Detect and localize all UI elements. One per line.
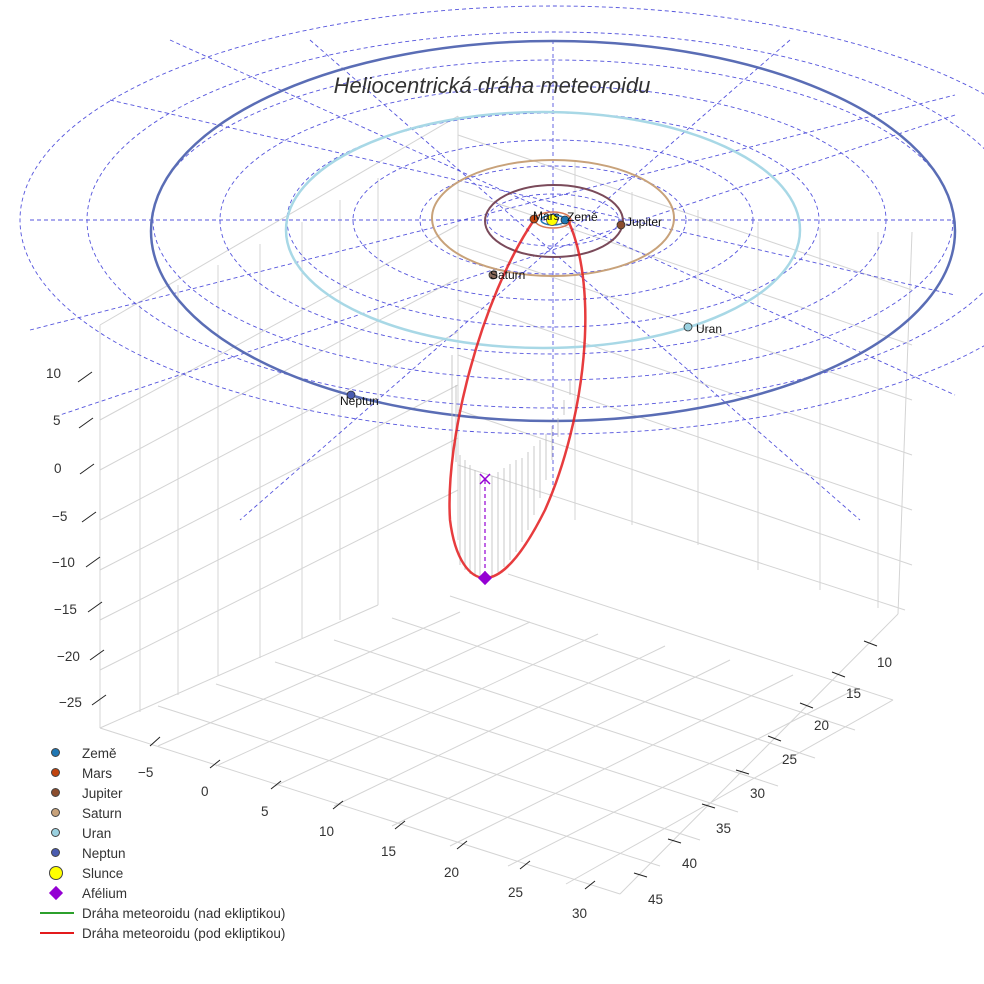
label-neptune: Neptun [340,394,379,408]
legend-label: Dráha meteoroidu (nad ekliptikou) [82,905,286,921]
legend-item-neptune[interactable]: Neptun [40,843,285,863]
saturn-marker [488,270,498,280]
legend-label: Jupiter [82,785,123,801]
legend-label: Dráha meteoroidu (pod ekliptikou) [82,925,286,941]
legend-item-orbit-above[interactable]: Dráha meteoroidu (nad ekliptikou) [40,903,285,923]
y-tick: 15 [846,686,862,701]
x-tick: 15 [381,844,397,859]
uranus-marker [683,322,693,332]
legend-label: Země [82,745,117,761]
legend-dot-icon [40,763,78,783]
z-tick: −25 [59,695,82,710]
legend: Země Mars Jupiter Saturn Uran Neptun Slu… [40,743,285,943]
legend-diamond-icon [40,883,78,903]
legend-line-icon [40,903,78,923]
x-tick: 0 [201,784,209,799]
x-tick: 30 [572,906,588,921]
drop-lines [451,355,571,578]
x-tick: −5 [138,765,154,780]
tick-marks [77,371,878,890]
y-tick: 45 [648,892,664,907]
x-tick: 20 [444,865,460,880]
axis-grid [99,115,913,895]
label-mars: Mars [533,209,560,223]
legend-dot-icon [40,823,78,843]
x-tick: 5 [261,804,269,819]
y-tick: 35 [716,821,732,836]
label-earth: Země [567,210,598,224]
y-tick: 20 [814,718,830,733]
legend-line-icon [40,923,78,943]
label-saturn: Saturn [490,268,526,282]
legend-dot-icon [40,783,78,803]
aphelion-projection-marker [479,473,491,485]
y-tick: 10 [877,655,893,670]
legend-label: Mars [82,765,112,781]
legend-label: Uran [82,825,112,841]
aphelion-marker [477,570,493,586]
legend-dot-icon [40,743,78,763]
jupiter-marker [616,220,626,230]
y-tick: 25 [782,752,798,767]
legend-label: Neptun [82,845,126,861]
chart-title: Heliocentrická dráha meteoroidu [333,73,651,98]
z-tick: 5 [53,413,61,428]
orbit-neptune [149,39,957,423]
sun-marker [546,214,558,226]
mars-marker [529,214,539,224]
legend-item-uranus[interactable]: Uran [40,823,285,843]
legend-item-mars[interactable]: Mars [40,763,285,783]
legend-item-sun[interactable]: Slunce [40,863,285,883]
legend-label: Saturn [82,805,122,821]
z-tick: −15 [54,602,77,617]
legend-item-saturn[interactable]: Saturn [40,803,285,823]
z-tick: 10 [46,366,62,381]
label-uranus: Uran [696,322,723,336]
z-tick: 0 [54,461,62,476]
x-tick: 25 [508,885,524,900]
legend-item-earth[interactable]: Země [40,743,285,763]
x-tick: 10 [319,824,335,839]
orbit-jupiter [484,184,624,258]
y-tick: 30 [750,786,766,801]
z-tick: −10 [52,555,75,570]
legend-item-jupiter[interactable]: Jupiter [40,783,285,803]
legend-label: Slunce [82,865,124,881]
orbit-saturn [431,159,675,277]
z-tick: −20 [57,649,80,664]
legend-dot-icon [40,803,78,823]
label-jupiter: Jupiter [626,215,663,229]
legend-item-orbit-below[interactable]: Dráha meteoroidu (pod ekliptikou) [40,923,285,943]
planet-orbits [149,39,957,423]
y-tick: 40 [682,856,698,871]
orbit-uranus [284,110,802,350]
z-tick: −5 [52,509,68,524]
legend-sun-icon [40,863,78,883]
legend-label: Afélium [82,885,128,901]
legend-item-aphelion[interactable]: Afélium [40,883,285,903]
legend-dot-icon [40,843,78,863]
earth-marker [560,215,570,225]
neptune-marker [346,390,356,400]
